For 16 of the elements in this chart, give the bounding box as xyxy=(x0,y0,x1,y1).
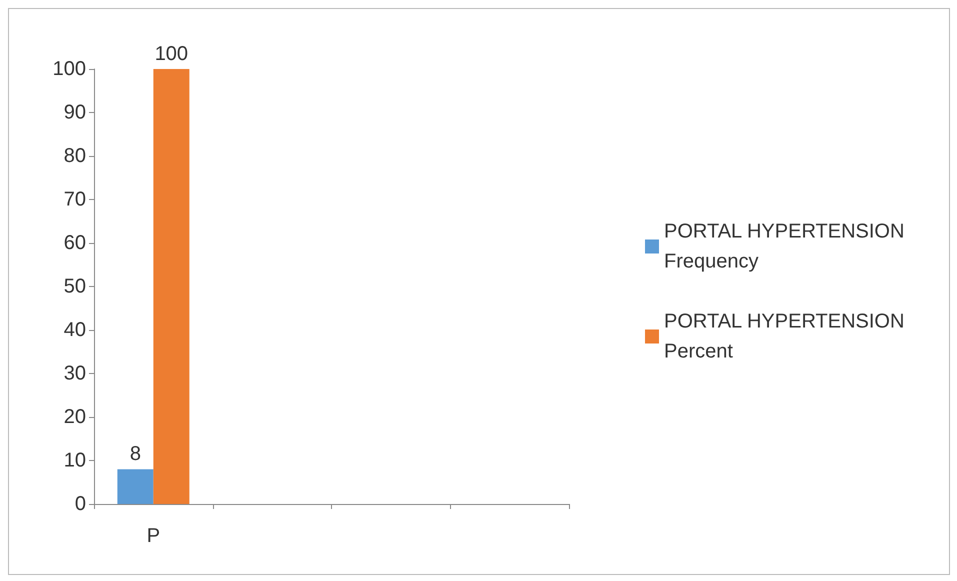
y-tick-label: 10 xyxy=(64,450,86,472)
y-tick-label: 70 xyxy=(64,188,86,210)
y-tick-label: 20 xyxy=(64,406,86,428)
y-tick-label: 100 xyxy=(52,58,86,80)
data-label: 8 xyxy=(130,443,141,466)
y-tick-label: 60 xyxy=(64,232,86,254)
legend-label: PORTAL HYPERTENSION Percent xyxy=(664,310,910,362)
legend-label: PORTAL HYPERTENSION Frequency xyxy=(664,220,910,272)
y-tick-label: 0 xyxy=(74,493,86,515)
y-tick-label: 30 xyxy=(64,362,86,384)
data-label: 100 xyxy=(154,43,188,65)
y-tick-label: 80 xyxy=(64,145,86,167)
y-tick-label: 50 xyxy=(64,276,86,298)
x-tick-label: P xyxy=(146,525,160,547)
y-tick-label: 90 xyxy=(64,102,86,124)
y-tick-label: 40 xyxy=(64,319,86,341)
